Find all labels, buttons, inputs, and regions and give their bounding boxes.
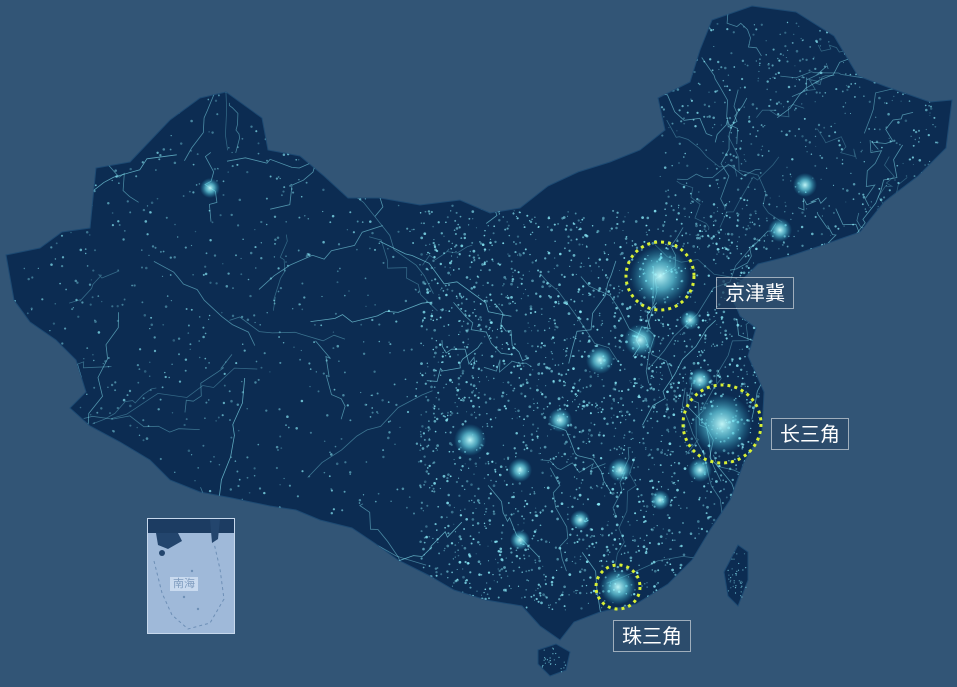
island-lights-layer [541, 552, 747, 673]
south-china-sea-inset: 南海 [147, 518, 235, 634]
region-label-changsanjiao: 长三角 [771, 418, 849, 450]
region-label-jingjinji: 京津冀 [716, 277, 794, 309]
zhusanjiao-highlight [594, 563, 642, 611]
region-label-zhusanjiao: 珠三角 [613, 620, 691, 652]
jingjinji-highlight [624, 240, 696, 312]
night-lights-layer [8, 11, 952, 640]
inset-caption: 南海 [170, 577, 198, 591]
changsanjiao-highlight [681, 383, 763, 465]
